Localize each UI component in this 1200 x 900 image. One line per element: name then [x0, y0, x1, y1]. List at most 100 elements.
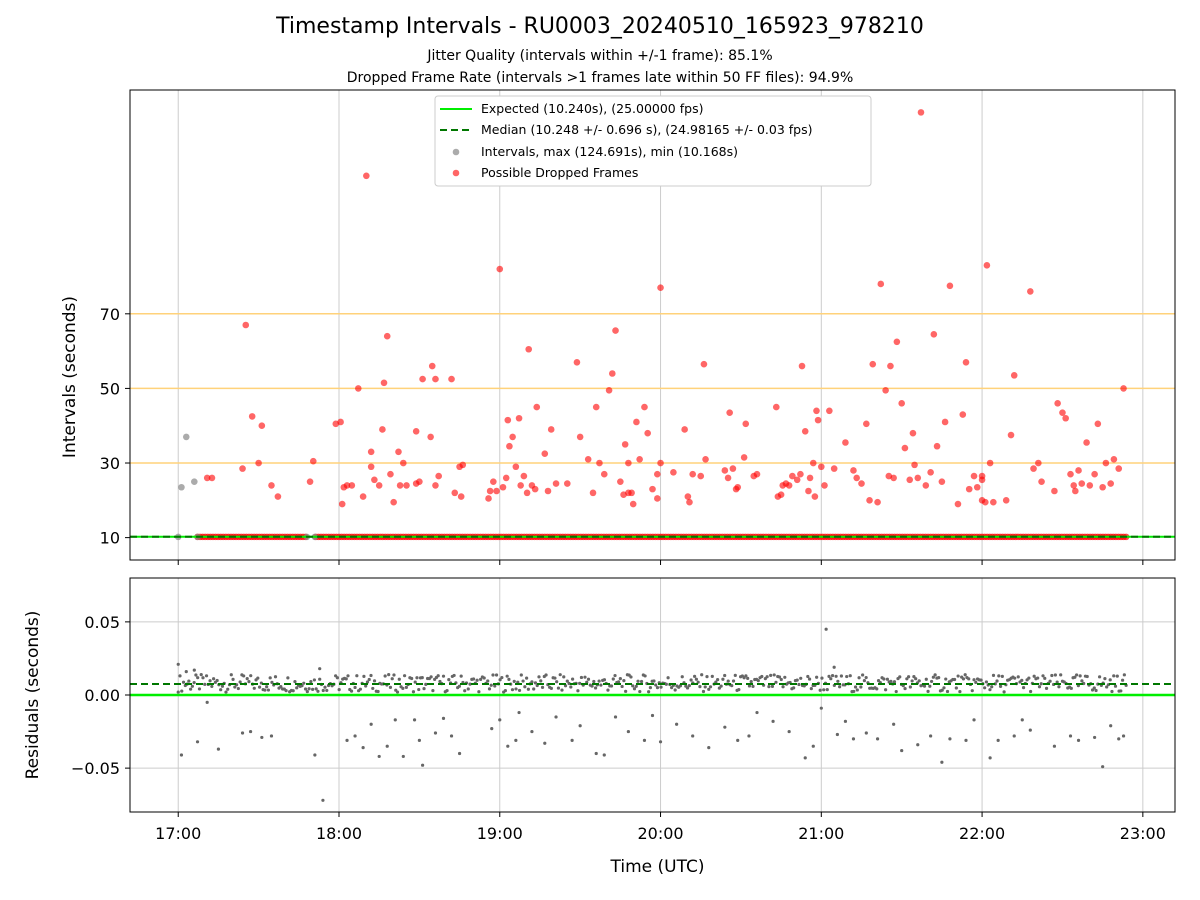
dropped-frame-point: [798, 362, 806, 370]
residual-point: [236, 686, 240, 691]
residual-point: [1094, 688, 1098, 693]
residual-point: [1027, 676, 1031, 680]
residual-point: [514, 687, 518, 691]
residual-point: [190, 684, 194, 688]
residual-point: [498, 718, 502, 722]
x-tick-label: 19:00: [477, 824, 523, 843]
residual-point: [199, 673, 203, 677]
residual-point: [1068, 734, 1073, 738]
residual-point: [590, 684, 594, 688]
residual-point: [620, 684, 624, 689]
residual-point: [797, 682, 801, 687]
residual-point: [539, 679, 543, 683]
dropped-frame-point: [248, 413, 256, 420]
dropped-frame-point: [428, 362, 436, 370]
residual-point: [240, 731, 245, 735]
dropped-frame-point: [1051, 487, 1058, 495]
residual-point: [349, 689, 354, 693]
residual-point: [864, 675, 868, 680]
residual-point: [197, 687, 202, 691]
dropped-frame-point: [983, 262, 991, 269]
x-tick-label: 20:00: [637, 824, 683, 843]
dropped-frame-point: [517, 482, 524, 489]
residual-point: [948, 737, 952, 741]
residual-point: [945, 689, 950, 694]
dropped-frame-point: [938, 478, 946, 485]
dropped-frame-point: [395, 448, 402, 456]
dropped-frame-point: [367, 463, 375, 471]
residual-point: [845, 674, 849, 679]
dropped-frame-point: [893, 338, 901, 346]
residual-point: [194, 673, 198, 677]
residual-point: [532, 687, 536, 691]
dropped-frame-point: [724, 474, 732, 482]
residual-point: [247, 680, 251, 684]
residual-point: [673, 688, 677, 692]
dropped-frame-point: [941, 418, 949, 426]
residual-point: [245, 676, 249, 681]
residual-point: [749, 680, 753, 684]
residual-point: [809, 686, 813, 691]
dropped-frame-point: [962, 359, 970, 366]
residual-point: [468, 682, 472, 686]
residual-point: [517, 688, 522, 693]
residual-point: [731, 679, 736, 683]
residual-point: [894, 689, 898, 694]
dropped-frame-point: [596, 459, 603, 467]
dropped-frame-point: [629, 500, 637, 508]
residual-point: [961, 677, 966, 681]
dropped-frame-point: [1027, 288, 1034, 295]
residual-point: [311, 687, 315, 691]
residual-point: [747, 684, 752, 688]
residual-point: [344, 677, 348, 681]
residual-point: [1020, 678, 1024, 682]
residual-point: [767, 685, 771, 689]
residual-point: [1080, 679, 1084, 683]
residual-point: [770, 684, 775, 688]
residual-point: [284, 689, 288, 693]
legend-label: Possible Dropped Frames: [481, 165, 638, 180]
dropped-frame-point: [359, 493, 367, 500]
residual-point: [1119, 689, 1123, 693]
residual-point: [238, 680, 242, 684]
residual-point: [579, 675, 584, 680]
dropped-frame-point: [459, 461, 467, 469]
residual-point: [210, 684, 214, 689]
residual-point: [857, 676, 861, 680]
residual-point: [922, 684, 927, 688]
residual-point: [219, 688, 223, 692]
dropped-frame-point: [901, 444, 909, 452]
residual-point: [395, 690, 400, 694]
residual-point: [543, 741, 547, 745]
dropped-frame-point: [965, 485, 973, 493]
residual-point: [803, 756, 807, 760]
residual-point: [1093, 735, 1097, 740]
residual-point: [952, 677, 957, 682]
residual-point: [309, 680, 313, 684]
residual-point: [1110, 689, 1114, 694]
residual-point: [862, 678, 866, 683]
dropped-frame-point: [805, 487, 812, 495]
residual-point: [765, 675, 769, 679]
residual-point: [313, 753, 317, 757]
residual-point: [914, 677, 918, 681]
residual-point: [647, 690, 651, 694]
dropped-frame-point: [684, 493, 692, 500]
dropped-frame-point: [686, 498, 693, 506]
dropped-frame-point: [258, 422, 266, 430]
residual-point: [675, 722, 679, 726]
residual-point: [525, 676, 529, 680]
residual-point: [184, 670, 188, 674]
dropped-frame-point: [981, 498, 989, 506]
dropped-frame-point: [612, 327, 619, 334]
dropped-frame-point: [890, 474, 897, 482]
residual-point: [506, 744, 510, 748]
residual-point: [181, 680, 186, 684]
dropped-frame-point: [403, 482, 410, 489]
residual-point: [583, 675, 587, 679]
y-tick-label: 70: [100, 305, 120, 324]
residual-point: [632, 687, 637, 691]
residual-point: [215, 678, 219, 683]
residual-point: [486, 679, 490, 683]
dropped-frame-point: [506, 442, 513, 450]
